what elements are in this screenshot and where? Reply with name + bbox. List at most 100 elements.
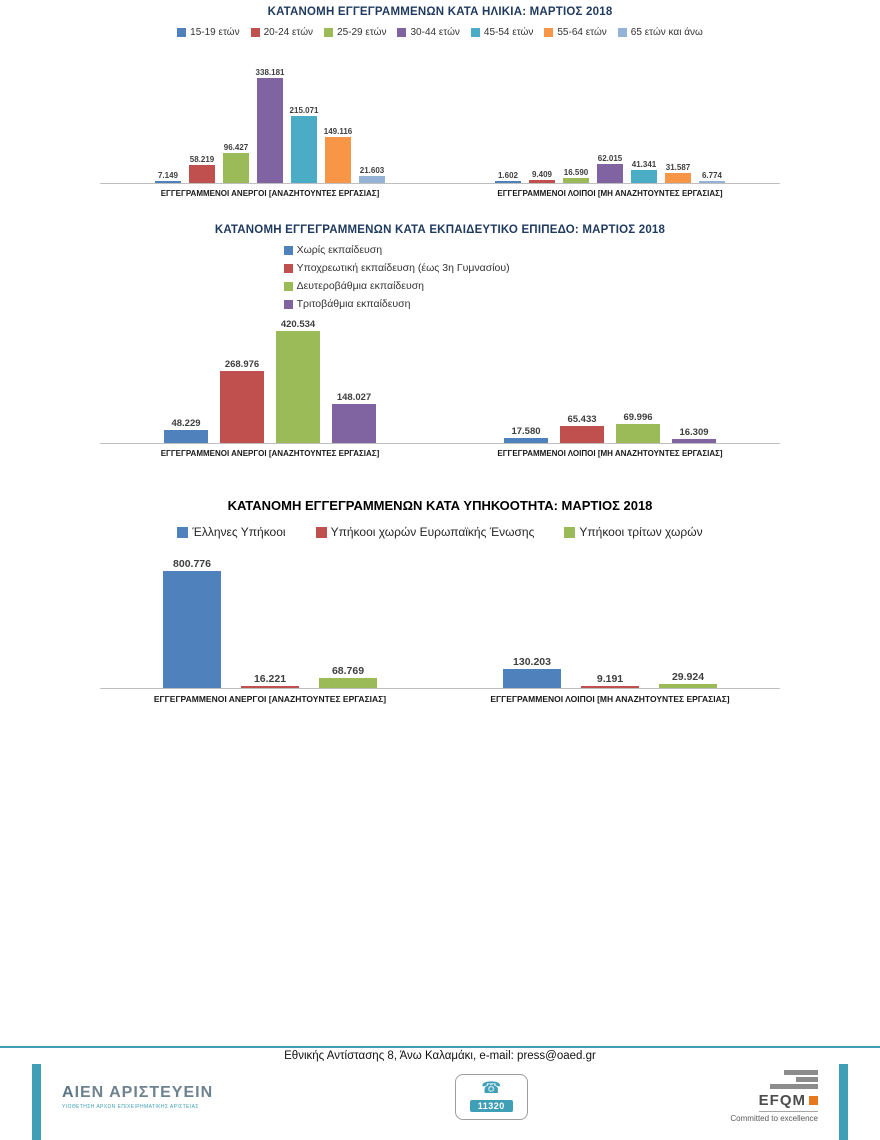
bar: 48.229 [164,418,208,443]
bar-group: 17.580 65.433 69.996 16.309 [440,316,780,443]
footer-address: Εθνικής Αντίστασης 8, Άνω Καλαμάκι, e-ma… [284,1050,596,1062]
legend-swatch [283,263,293,273]
legend-swatch [617,28,627,37]
bar: 268.976 [220,359,264,443]
chart-title: ΚΑΤΑΝΟΜΗ ΕΓΓΕΓΡΑΜΜΕΝΩΝ ΚΑΤΑ ΕΚΠΑΙΔΕΥΤΙΚΟ… [214,224,666,236]
footer-divider [0,1046,880,1048]
category-label: ΕΓΓΕΓΡΑΜΜΕΝΟΙ ΛΟΙΠΟΙ [ΜΗ ΑΝΑΖΗΤΟΥΝΤΕΣ ΕΡ… [497,449,723,458]
legend-swatch [470,28,480,37]
efqm-title: EFQM [758,1092,806,1109]
chart-legend: Έλληνες Υπήκοοι Υπήκοοι χωρών Ευρωπαϊκής … [100,525,780,539]
bar-group: 1.602 9.409 16.590 62.015 41.341 31.587 6.774 [440,63,780,183]
bar-rect [504,438,548,443]
chart-category-axis: ΕΓΓΕΓΡΑΜΜΕΝΟΙ ΑΝΕΡΓΟΙ [ΑΝΑΖΗΤΟΥΝΤΕΣ ΕΡΓΑ… [100,444,780,458]
bar-value-label: 1.602 [497,171,519,180]
legend-swatch [564,526,576,538]
legend-item: 15-19 ετών [177,27,240,38]
bar: 149.116 [323,127,353,183]
bar-value-label: 268.976 [224,359,260,370]
bar-rect [503,669,561,688]
legend-item: 30-44 ετών [397,27,460,38]
chart-plot-area: 7.149 58.219 96.427 338.181 215.071 149.116 21… [100,63,780,184]
legend-item: 65 ετών και άνω [617,27,703,38]
bar-value-label: 215.071 [289,106,319,115]
bar-value-label: 58.219 [189,155,215,164]
bar: 68.769 [319,665,377,688]
bar: 16.309 [672,427,716,443]
efqm-bar [770,1084,818,1089]
phone-number: 11320 [469,1099,513,1112]
category-label: ΕΓΓΕΓΡΑΜΜΕΝΟΙ ΑΝΕΡΓΟΙ [ΑΝΑΖΗΤΟΥΝΤΕΣ ΕΡΓΑ… [160,189,380,198]
bar-value-label: 6.774 [701,171,723,180]
efqm-name-row: EFQM [758,1092,818,1112]
bar-rect [581,686,639,688]
aien-aristeyein-logo: ΑΙΕΝ ΑΡΙΣΤΕΥΕΙΝ ΥΙΟΘΕΤΗΣΗ ΑΡΧΩΝ ΕΠΙΧΕΙΡΗ… [62,1084,252,1110]
chart-title: ΚΑΤΑΝΟΜΗ ΕΓΓΕΓΡΑΜΜΕΝΩΝ ΚΑΤΑ ΥΠΗΚΟΟΤΗΤΑ: … [227,498,653,513]
bar: 29.924 [659,671,717,688]
legend-item: Υποχρεωτική εκπαίδευση (έως 3η Γυμνασίου… [283,262,510,274]
efqm-bar [796,1077,818,1082]
bar: 6.774 [699,171,725,183]
bar-group: 800.776 16.221 68.769 [100,555,440,688]
bar-rect [223,153,249,183]
chart-legend: 15-19 ετών 20-24 ετών 25-29 ετών 30-44 ετών… [100,27,780,38]
bar: 69.996 [616,412,660,443]
bar-rect [560,426,604,443]
legend-swatch [250,28,260,37]
legend-swatch [324,28,334,37]
chart-plot-area: 48.229 268.976 420.534 148.027 17.580 65.433 6… [100,316,780,444]
bar-value-label: 338.181 [255,68,285,77]
bar-group: 130.203 9.191 29.924 [440,555,780,688]
legend-swatch [177,28,187,37]
bar: 41.341 [631,160,657,183]
bar-value-label: 62.015 [597,154,623,163]
bar: 17.580 [504,426,548,443]
legend-swatch [397,28,407,37]
bar-rect [276,331,320,443]
bar-value-label: 68.769 [331,665,365,677]
bar-group: 48.229 268.976 420.534 148.027 [100,316,440,443]
legend-label: Χωρίς εκπαίδευση [296,244,383,256]
bar: 9.409 [529,170,555,183]
bar-value-label: 48.229 [171,418,201,429]
legend-item: Τριτοβάθμια εκπαίδευση [283,298,411,310]
bar-value-label: 149.116 [323,127,353,136]
page-footer: Εθνικής Αντίστασης 8, Άνω Καλαμάκι, e-ma… [0,1046,880,1140]
bar-value-label: 9.191 [596,673,624,685]
legend-item: Χωρίς εκπαίδευση [283,244,383,256]
bar: 16.221 [241,673,299,688]
legend-item: 25-29 ετών [324,27,386,38]
bar-rect [325,137,351,183]
bar-rect [672,439,716,443]
bar-rect [155,181,181,183]
report-body: ΚΑΤΑΝΟΜΗ ΕΓΓΕΓΡΑΜΜΕΝΩΝ ΚΑΤΑ ΗΛΙΚΙΑ: ΜΑΡΤ… [100,0,780,704]
chart-category-axis: ΕΓΓΕΓΡΑΜΜΕΝΟΙ ΑΝΕΡΓΟΙ [ΑΝΑΖΗΤΟΥΝΤΕΣ ΕΡΓΑ… [100,689,780,704]
bar: 62.015 [597,154,623,183]
bar-rect [699,181,725,183]
bar-rect [529,180,555,183]
bar: 31.587 [665,163,691,183]
bar-value-label: 148.027 [336,392,372,403]
category-label: ΕΓΓΕΓΡΑΜΜΕΝΟΙ ΑΝΕΡΓΟΙ [ΑΝΑΖΗΤΟΥΝΤΕΣ ΕΡΓΑ… [153,694,387,704]
bar-rect [631,170,657,183]
efqm-orange-square-icon [809,1096,818,1105]
bar: 338.181 [255,68,285,183]
legend-item: Δευτεροβάθμια εκπαίδευση [283,280,424,292]
bar: 65.433 [560,414,604,443]
bar-group: 7.149 58.219 96.427 338.181 215.071 149.116 21… [100,63,440,183]
legend-label: Έλληνες Υπήκοοι [192,525,286,539]
bar-rect [495,181,521,183]
legend-label: Τριτοβάθμια εκπαίδευση [296,298,411,310]
bar-value-label: 69.996 [623,412,653,423]
legend-label: Υπήκοοι τρίτων χωρών [579,525,703,539]
chart-title: ΚΑΤΑΝΟΜΗ ΕΓΓΕΓΡΑΜΜΕΝΩΝ ΚΑΤΑ ΗΛΙΚΙΑ: ΜΑΡΤ… [267,6,613,18]
legend-item: Υπήκοοι χωρών Ευρωπαϊκής Ένωσης [315,525,534,539]
bar: 148.027 [332,392,376,443]
legend-item: Έλληνες Υπήκοοι [177,525,286,539]
legend-label: 30-44 ετών [410,27,460,38]
legend-label: 15-19 ετών [190,27,240,38]
bar-value-label: 41.341 [631,160,657,169]
legend-swatch [544,28,554,37]
bar: 96.427 [223,143,249,183]
category-label: ΕΓΓΕΓΡΑΜΜΕΝΟΙ ΛΟΙΠΟΙ [ΜΗ ΑΝΑΖΗΤΟΥΝΤΕΣ ΕΡ… [490,694,730,704]
